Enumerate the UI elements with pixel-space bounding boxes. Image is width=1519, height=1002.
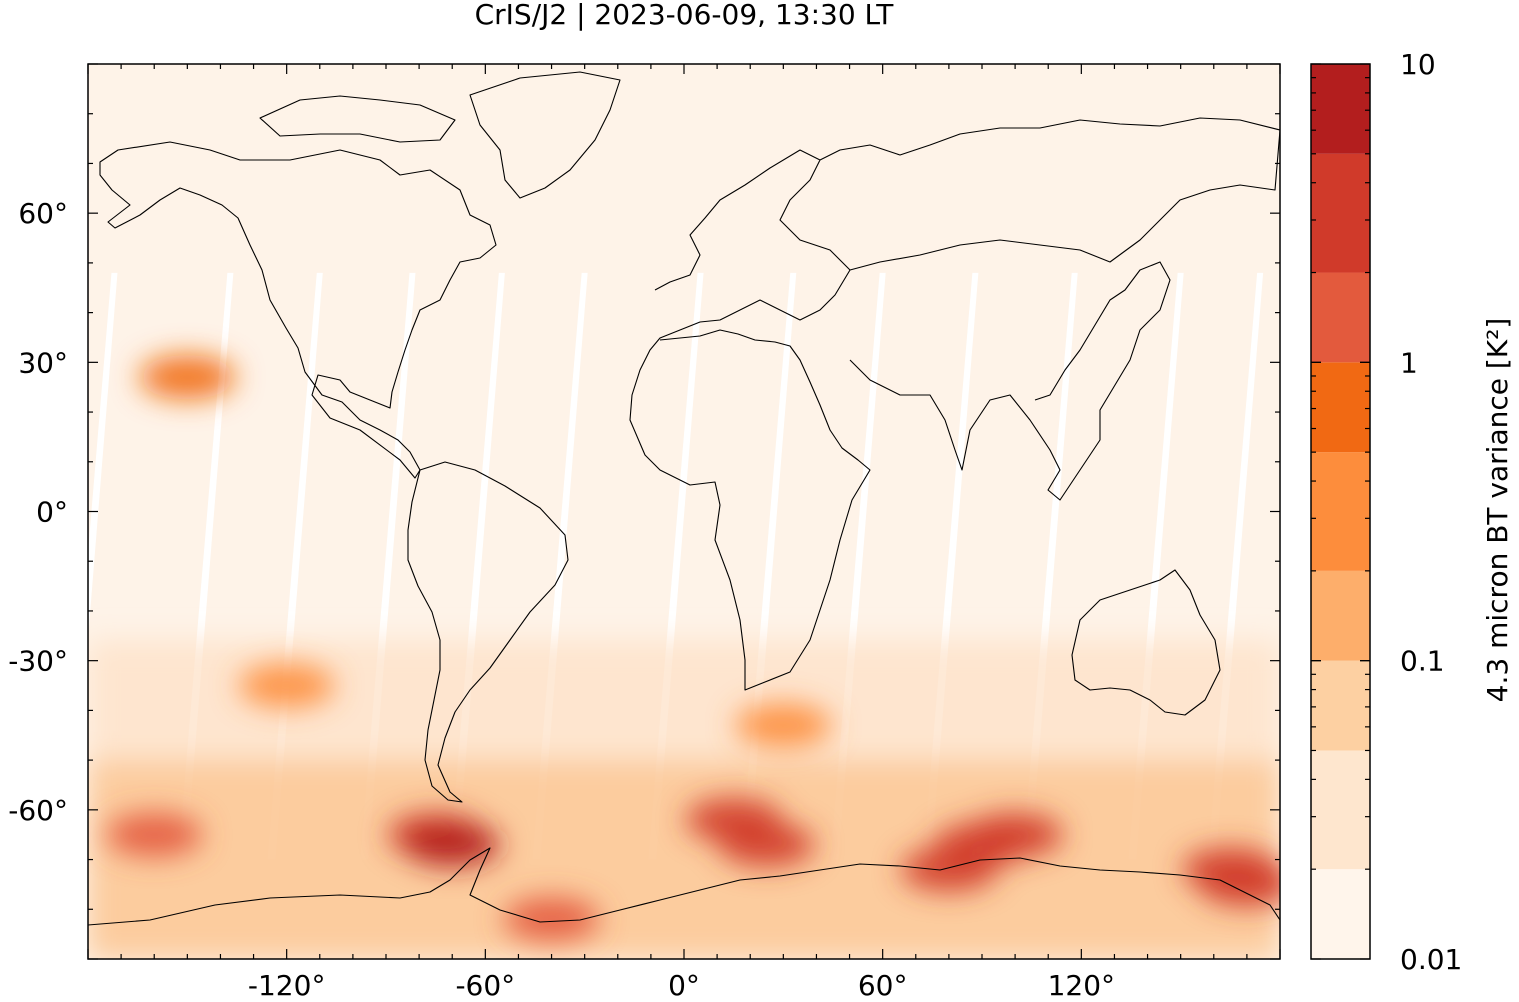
x-tick-label: 120° xyxy=(1048,969,1115,1002)
colorbar-segment xyxy=(1311,869,1370,959)
hotspot xyxy=(503,897,600,942)
colorbar xyxy=(1310,63,1371,960)
north-america-coast xyxy=(99,141,497,479)
x-axis: -120° -60° 0° 60° 120° xyxy=(87,64,1281,1002)
colorbar-frame xyxy=(1310,63,1371,960)
asia-coast xyxy=(819,117,1280,271)
y-tick-label: -60° xyxy=(8,794,68,827)
hotspot xyxy=(238,663,335,708)
hotspot xyxy=(718,822,815,867)
colorbar-segment xyxy=(1311,660,1370,751)
hotspot-layer xyxy=(106,355,1280,942)
hotspot xyxy=(404,822,501,867)
y-tick-label: 60° xyxy=(18,197,68,230)
x-tick-label: -60° xyxy=(455,969,515,1002)
coastlines xyxy=(88,71,1280,926)
colorbar-segment xyxy=(1311,750,1370,870)
hotspot xyxy=(967,812,1064,857)
colorbar-ticks: 0.01 0.1 1 10 xyxy=(1311,48,1462,976)
colorbar-segment xyxy=(1311,362,1370,453)
hotspot xyxy=(735,703,832,748)
colorbar-label: 4.3 micron BT variance [K²] xyxy=(1481,318,1514,703)
chart-title: CrIS/J2 | 2023-06-09, 13:30 LT xyxy=(475,0,895,31)
x-tick-label: 0° xyxy=(668,969,700,1002)
y-tick-label: 30° xyxy=(18,346,68,379)
hotspot xyxy=(139,355,236,400)
colorbar-tick-label: 0.1 xyxy=(1400,645,1445,678)
hotspot xyxy=(106,812,203,857)
colorbar-segment xyxy=(1311,570,1370,661)
x-tick-label: -120° xyxy=(248,969,326,1002)
y-axis: 60° 30° 0° -30° -60° xyxy=(8,63,1280,960)
colorbar-tick-label: 0.01 xyxy=(1400,943,1462,976)
canadian-islands-coast xyxy=(259,95,456,143)
map-area xyxy=(88,64,1280,959)
greenland-coast xyxy=(469,71,621,199)
colorbar-tick-label: 1 xyxy=(1400,346,1418,379)
y-tick-label: -30° xyxy=(8,645,68,678)
colorbar-segment xyxy=(1311,272,1370,363)
colorbar-segment xyxy=(1311,452,1370,571)
antarctica-coast xyxy=(88,847,1280,926)
south-america-coast xyxy=(407,461,569,803)
x-tick-label: 60° xyxy=(858,969,908,1002)
south-asia-coast xyxy=(849,261,1171,501)
colorbar-tick-label: 10 xyxy=(1400,48,1436,81)
y-tick-label: 0° xyxy=(36,496,68,529)
hotspot xyxy=(1198,862,1280,907)
colorbar-segment xyxy=(1311,64,1370,154)
europe-africa-coast xyxy=(629,149,871,691)
colorbar-segment xyxy=(1311,153,1370,273)
hotspot xyxy=(900,847,997,892)
australia-coast xyxy=(1071,569,1221,716)
